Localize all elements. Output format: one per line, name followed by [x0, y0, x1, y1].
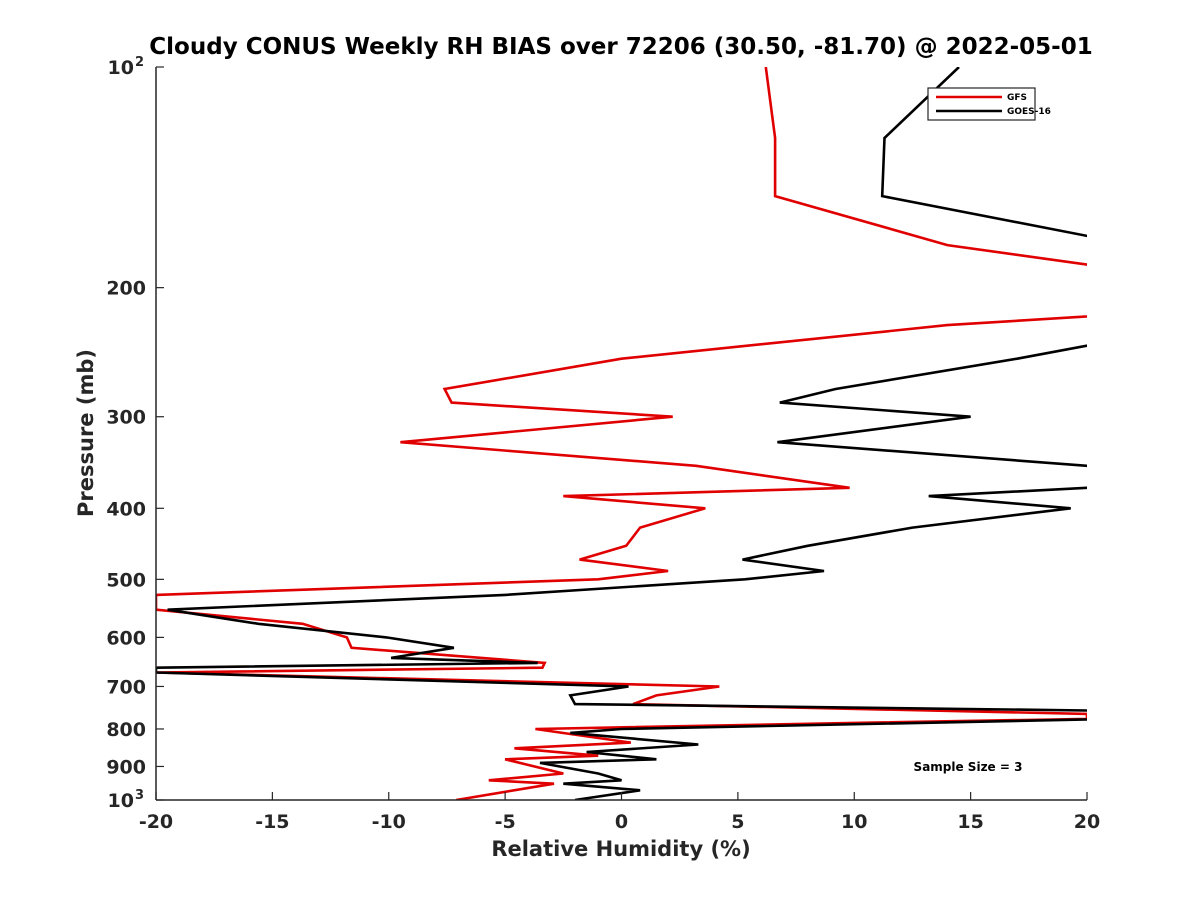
legend: GFS GOES-16: [927, 87, 1051, 121]
y-tick-label: 10: [108, 57, 134, 79]
y-tick-label: 800: [106, 719, 146, 741]
x-tick-label: -15: [255, 811, 289, 833]
y-tick-label: 600: [106, 627, 146, 649]
x-ticks: -20 -15 -10 -5 0 5 10 15 20: [139, 792, 1100, 833]
legend-box: [927, 87, 1036, 121]
y-tick-exponent: 3: [135, 788, 144, 803]
y-tick-label: 300: [106, 407, 146, 429]
series-line-goes-16: [156, 67, 1087, 800]
sample-size-annotation: Sample Size = 3: [914, 760, 1023, 774]
x-tick-label: 10: [841, 811, 867, 833]
x-axis-label: Relative Humidity (%): [491, 837, 750, 861]
legend-gfs-label: GFS: [1007, 93, 1027, 103]
x-tick-label: 20: [1074, 811, 1100, 833]
y-tick-label: 200: [106, 278, 146, 300]
x-tick-label: -5: [495, 811, 516, 833]
legend-goes16-label: GOES-16: [1007, 107, 1051, 117]
y-tick-label: 10: [108, 790, 134, 812]
y-tick-label: 900: [106, 756, 146, 778]
y-tick-exponent: 2: [135, 55, 144, 70]
x-tick-label: 5: [731, 811, 744, 833]
x-tick-label: -20: [139, 811, 173, 833]
y-tick-label: 400: [106, 498, 146, 520]
chart-title: Cloudy CONUS Weekly RH BIAS over 72206 (…: [149, 34, 1092, 60]
y-tick-label: 700: [106, 676, 146, 698]
y-axis-label: Pressure (mb): [74, 349, 98, 517]
x-tick-label: 0: [615, 811, 628, 833]
series-line-gfs: [156, 67, 1087, 800]
x-tick-label: 15: [957, 811, 983, 833]
x-tick-label: -10: [372, 811, 406, 833]
y-tick-label: 500: [106, 569, 146, 591]
series-layer: [156, 67, 1087, 800]
